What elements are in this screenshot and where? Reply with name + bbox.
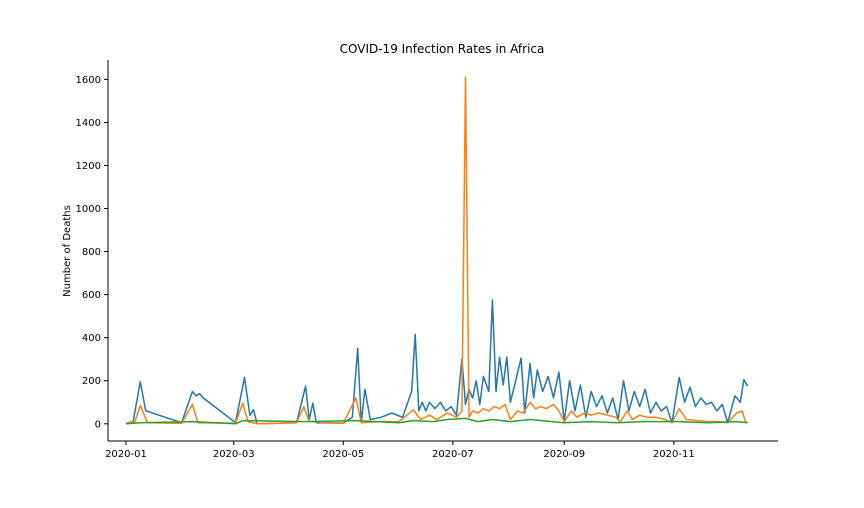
x-axis-ticks: 2020-01 2020-03 2020-05 2020-07 2020-09 2020-…	[105, 441, 695, 460]
x-tick-label: 2020-07	[432, 449, 474, 460]
y-tick-label: 600	[82, 290, 101, 301]
x-tick-label: 2020-09	[543, 449, 585, 460]
x-tick-label: 2020-01	[105, 449, 147, 460]
chart-title: COVID-19 Infection Rates in Africa	[340, 42, 545, 56]
y-tick-label: 400	[82, 333, 101, 344]
x-tick-label: 2020-03	[213, 449, 255, 460]
y-axis-ticks: 0 200 400 600 800 1000 1200 1400 1600	[76, 75, 108, 430]
y-tick-label: 1200	[76, 161, 101, 172]
series-lines	[125, 76, 749, 425]
y-tick-label: 200	[82, 376, 101, 387]
x-tick-label: 2020-11	[653, 449, 695, 460]
x-tick-label: 2020-05	[322, 449, 364, 460]
y-tick-label: 1400	[76, 118, 101, 129]
y-tick-label: 1600	[76, 75, 101, 86]
y-tick-label: 800	[82, 247, 101, 258]
series-line-2	[125, 76, 748, 425]
y-tick-label: 1000	[76, 204, 101, 215]
series-line-3	[125, 417, 748, 425]
series-line-1	[125, 299, 749, 425]
y-axis-label: Number of Deaths	[62, 205, 73, 297]
y-tick-label: 0	[95, 419, 101, 430]
